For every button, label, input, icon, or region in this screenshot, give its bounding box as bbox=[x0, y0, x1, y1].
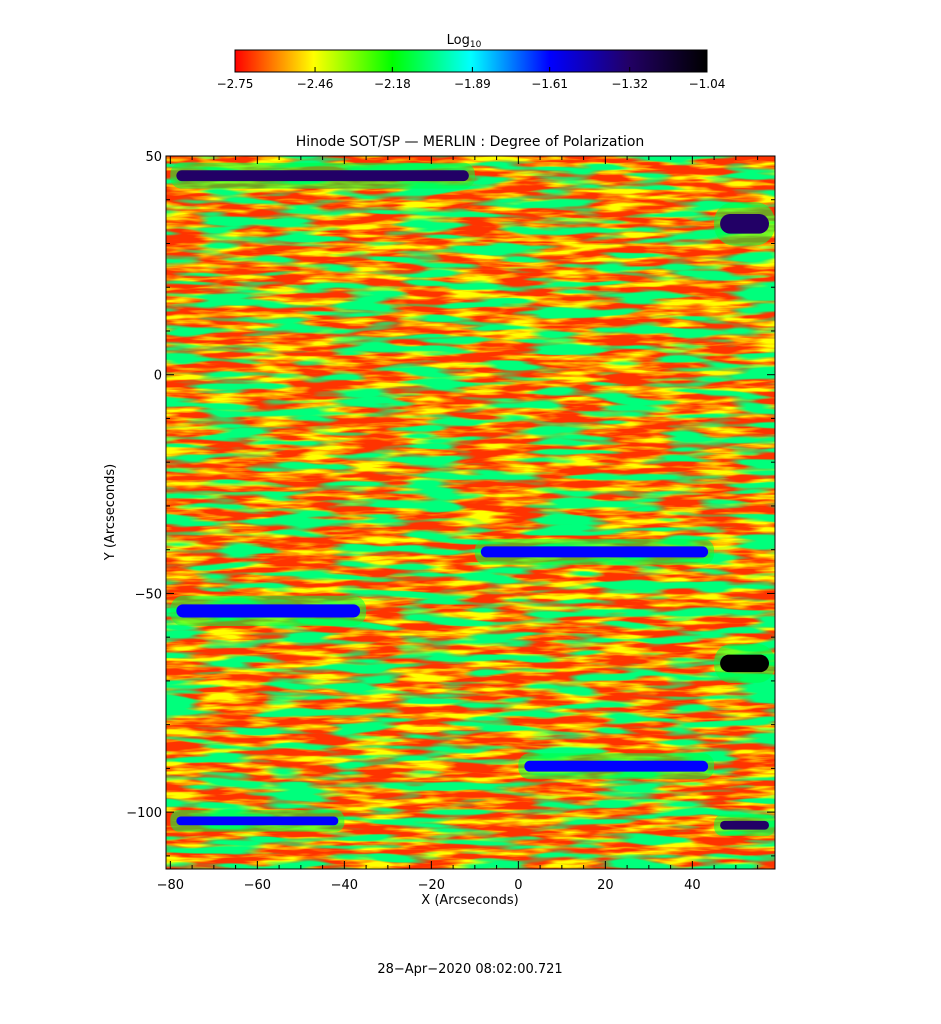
heatmap-texture-green bbox=[166, 156, 775, 869]
x-axis-label: X (Arcseconds) bbox=[421, 893, 518, 908]
y-tick-label: −100 bbox=[126, 806, 162, 821]
y-tick-label: −50 bbox=[135, 587, 162, 602]
colorbar-tick-label: −1.04 bbox=[689, 77, 726, 91]
plot-frame bbox=[165, 155, 776, 870]
colorbar-tick-label: −1.61 bbox=[531, 77, 568, 91]
polarization-feature bbox=[176, 170, 469, 182]
polarization-feature bbox=[176, 604, 361, 618]
x-tick-label: 20 bbox=[597, 878, 614, 893]
colorbar: Log10 −2.75 −2.46 −2.18 −1.89 −1.61 −1.32 −1.0… bbox=[217, 33, 726, 91]
colorbar-tick-label: −1.32 bbox=[611, 77, 648, 91]
polarization-feature bbox=[524, 760, 709, 772]
y-axis-label: Y (Arcseconds) bbox=[103, 464, 118, 561]
x-tick-label: 40 bbox=[684, 878, 701, 893]
colorbar-label: Log10 bbox=[447, 33, 482, 50]
colorbar-gradient bbox=[234, 49, 708, 73]
y-tick-label: 50 bbox=[145, 150, 162, 165]
colorbar-tick-label: −2.46 bbox=[297, 77, 334, 91]
y-tick-label: 0 bbox=[154, 369, 162, 384]
x-tick-label: −40 bbox=[331, 878, 358, 893]
polarization-feature bbox=[720, 213, 769, 234]
x-tick-label: −80 bbox=[157, 878, 184, 893]
polarization-feature bbox=[720, 820, 769, 830]
timestamp: 28−Apr−2020 08:02:00.721 bbox=[377, 962, 562, 977]
colorbar-tick-label: −2.18 bbox=[374, 77, 411, 91]
polarization-feature bbox=[480, 546, 709, 558]
x-tick-label: −60 bbox=[244, 878, 271, 893]
plot-area: −80 −60 −40 −20 0 20 40 50 0 −50 −100 bbox=[126, 150, 776, 893]
polarization-feature bbox=[720, 654, 769, 673]
colorbar-tick-label: −2.75 bbox=[217, 77, 254, 91]
polarization-feature bbox=[176, 816, 339, 826]
chart-title: Hinode SOT/SP — MERLIN : Degree of Polar… bbox=[296, 134, 645, 150]
colorbar-tick-label: −1.89 bbox=[454, 77, 491, 91]
x-tick-label: −20 bbox=[418, 878, 445, 893]
x-tick-label: 0 bbox=[514, 878, 522, 893]
